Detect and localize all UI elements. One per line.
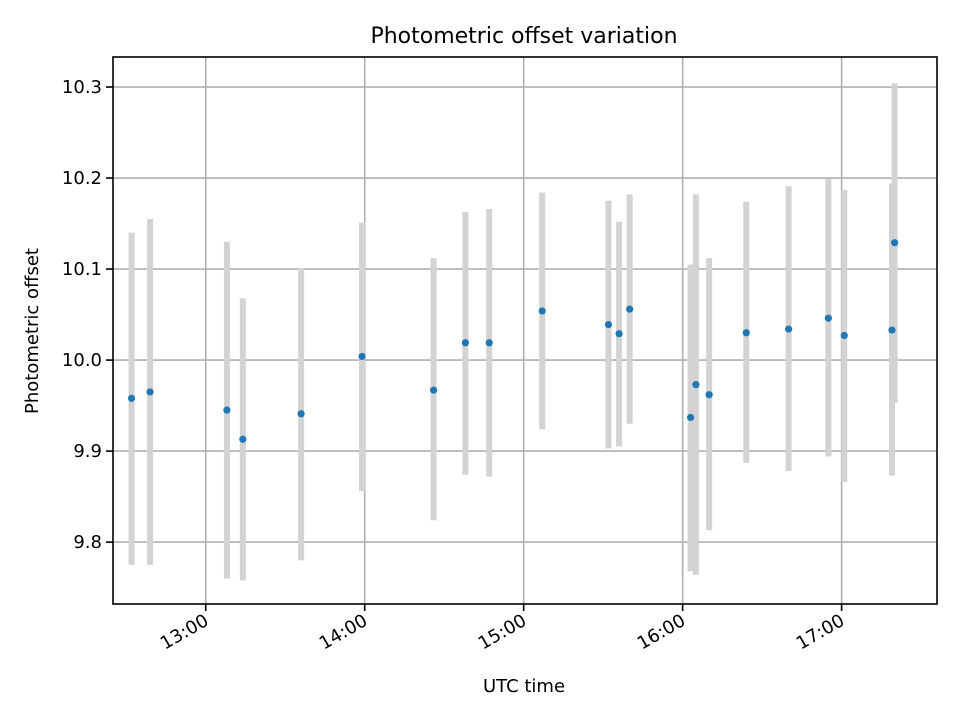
data-point xyxy=(297,410,305,418)
data-point xyxy=(538,307,546,315)
data-point xyxy=(146,388,154,396)
data-points xyxy=(127,239,899,443)
data-point xyxy=(485,339,493,347)
data-point xyxy=(358,352,366,361)
y-tick-label: 9.8 xyxy=(73,532,102,553)
data-point xyxy=(223,406,231,414)
data-point xyxy=(824,314,832,322)
data-point xyxy=(785,325,793,333)
data-point xyxy=(742,329,750,337)
y-tick-label: 10.1 xyxy=(62,259,102,280)
data-point xyxy=(686,413,695,422)
data-point xyxy=(127,394,136,402)
data-point xyxy=(692,381,700,389)
data-point xyxy=(888,326,896,334)
data-point xyxy=(615,330,623,338)
y-tick-label: 9.9 xyxy=(73,441,102,462)
error-bars xyxy=(128,83,898,581)
x-axis-label: UTC time xyxy=(483,676,565,697)
data-point xyxy=(461,339,469,347)
y-tick-label: 10.0 xyxy=(62,350,102,371)
y-axis: 9.8 9.9 10.0 10.1 10.2 10.3 xyxy=(62,77,113,553)
x-tick-label: 14:00 xyxy=(316,610,371,654)
y-axis-label: Photometric offset xyxy=(22,248,43,414)
y-tick-label: 10.2 xyxy=(62,168,102,189)
data-point xyxy=(239,435,247,443)
y-tick-label: 10.3 xyxy=(62,77,102,98)
x-tick-label: 13:00 xyxy=(157,610,212,654)
x-tick-label: 17:00 xyxy=(793,610,848,654)
chart-title: Photometric offset variation xyxy=(370,24,677,49)
x-tick-label: 16:00 xyxy=(634,610,689,654)
data-point xyxy=(705,391,713,399)
data-point xyxy=(604,320,613,329)
x-tick-label: 15:00 xyxy=(475,610,530,654)
data-point xyxy=(626,305,634,313)
data-point xyxy=(840,331,848,340)
grid xyxy=(113,57,937,604)
data-point xyxy=(429,386,438,394)
plot-frame xyxy=(112,56,938,605)
x-axis: 13:00 14:00 15:00 16:00 17:00 xyxy=(157,604,848,654)
data-point xyxy=(891,239,899,247)
